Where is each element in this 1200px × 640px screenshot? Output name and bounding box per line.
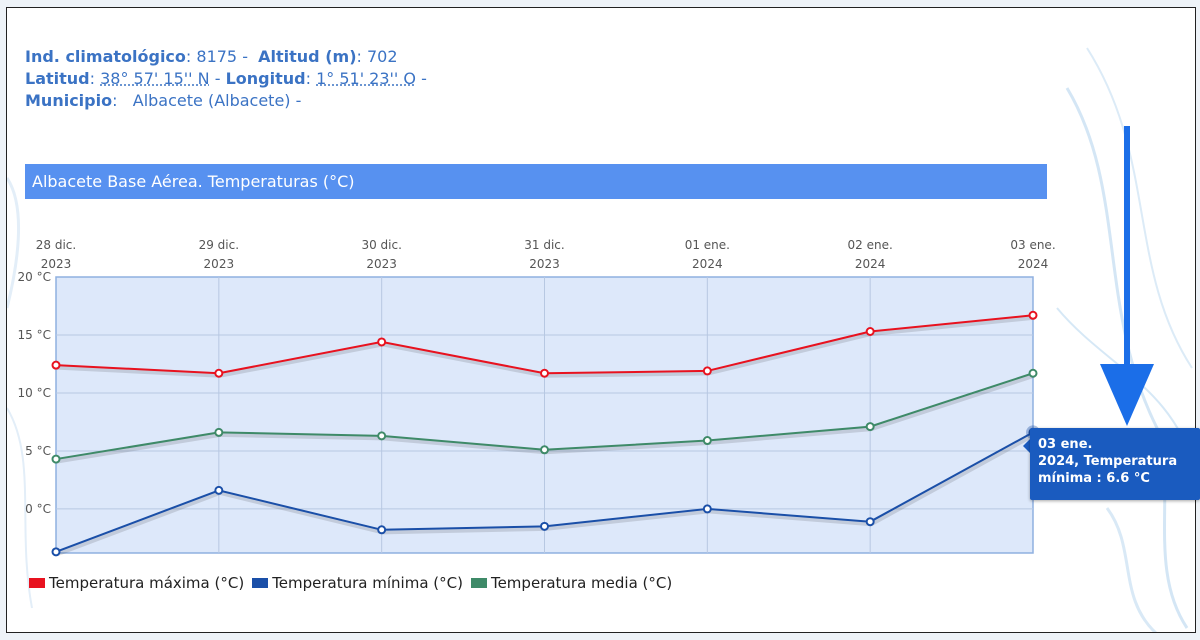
- data-point[interactable]: [377, 525, 387, 535]
- tooltip: 03 ene. 2024, Temperatura mínima : 6.6 °…: [1030, 428, 1200, 500]
- x-tick-label-year: 2023: [529, 257, 560, 271]
- x-tick-label-day: 29 dic.: [199, 238, 239, 252]
- tooltip-line-1: 03 ene.: [1038, 437, 1093, 452]
- x-axis: 28 dic. 2023 29 dic. 2023 30 dic. 2023 31 dic.…: [36, 238, 1056, 271]
- data-point[interactable]: [702, 436, 712, 446]
- tooltip-line-2: 2024, Temperatura: [1038, 454, 1178, 469]
- y-axis: 20 °C 15 °C 10 °C 5 °C 0 °C: [18, 270, 51, 516]
- altitude-label: Altitud (m): [258, 47, 357, 66]
- latitude-label: Latitud: [25, 69, 90, 88]
- arrow-down-icon: [1100, 126, 1154, 426]
- station-line-1: Ind. climatológico: 8175 - Altitud (m): …: [25, 47, 398, 66]
- y-tick-label: 5 °C: [25, 444, 51, 458]
- tooltip-pointer: [1023, 438, 1031, 454]
- x-tick-label-day: 02 ene.: [848, 238, 893, 252]
- temperature-chart: 20 °C 15 °C 10 °C 5 °C 0 °C 28 dic. 2023 29 di…: [18, 238, 1056, 557]
- data-point[interactable]: [540, 521, 549, 531]
- legend-label-max: Temperatura máxima (°C): [49, 574, 245, 592]
- x-tick-label-year: 2024: [692, 257, 723, 271]
- x-tick-label-year: 2024: [1018, 257, 1049, 271]
- x-tick-label-year: 2023: [41, 257, 72, 271]
- data-point[interactable]: [865, 422, 875, 432]
- legend-item-mean[interactable]: Temperatura media (°C): [470, 574, 673, 592]
- y-tick-label: 15 °C: [18, 328, 51, 342]
- climate-index-label: Ind. climatológico: [25, 47, 186, 66]
- data-point[interactable]: [702, 366, 712, 376]
- data-point[interactable]: [51, 454, 61, 464]
- data-point[interactable]: [214, 485, 224, 495]
- data-point[interactable]: [51, 360, 61, 370]
- longitude-label: Longitud: [225, 69, 306, 88]
- x-tick-label-day: 30 dic.: [361, 238, 401, 252]
- data-point[interactable]: [377, 431, 387, 441]
- altitude-value: 702: [366, 47, 398, 66]
- legend-swatch-mean: [470, 578, 487, 588]
- y-tick-label: 0 °C: [25, 502, 51, 516]
- y-tick-label: 20 °C: [18, 270, 51, 284]
- longitude-value[interactable]: 1° 51' 23'' O: [316, 69, 417, 88]
- x-tick-label-day: 28 dic.: [36, 238, 76, 252]
- x-tick-label-year: 2024: [855, 257, 886, 271]
- data-point[interactable]: [1028, 310, 1038, 320]
- data-point[interactable]: [540, 368, 549, 378]
- data-point[interactable]: [702, 504, 712, 514]
- x-tick-label-year: 2023: [204, 257, 235, 271]
- legend-swatch-min: [252, 578, 269, 588]
- data-point[interactable]: [51, 547, 61, 557]
- data-point[interactable]: [377, 337, 387, 347]
- latitude-value[interactable]: 38° 57' 15'' N: [100, 69, 210, 88]
- x-tick-label-day: 31 dic.: [524, 238, 564, 252]
- background-decoration: [7, 47, 1195, 632]
- legend-item-min[interactable]: Temperatura mínima (°C): [252, 574, 463, 592]
- x-tick-label-day: 01 ene.: [685, 238, 730, 252]
- x-tick-label-day: 03 ene.: [1010, 238, 1055, 252]
- legend-label-min: Temperatura mínima (°C): [272, 574, 463, 592]
- data-point[interactable]: [214, 368, 224, 378]
- data-point[interactable]: [214, 427, 224, 437]
- page-frame: Ind. climatológico: 8175 - Altitud (m): …: [6, 7, 1196, 633]
- data-point[interactable]: [540, 445, 549, 455]
- station-line-2: Latitud: 38° 57' 15'' N - Longitud: 1° 5…: [25, 69, 427, 88]
- y-tick-label: 10 °C: [18, 386, 51, 400]
- legend-label-mean: Temperatura media (°C): [490, 574, 673, 592]
- series-group: [51, 310, 1040, 557]
- tooltip-line-3: mínima : 6.6 °C: [1038, 471, 1150, 486]
- data-point[interactable]: [865, 517, 875, 527]
- x-tick-label-year: 2023: [366, 257, 397, 271]
- station-info: Ind. climatológico: 8175 - Altitud (m): …: [25, 46, 427, 112]
- data-point[interactable]: [865, 327, 875, 337]
- municipality-value: Albacete (Albacete): [132, 91, 291, 110]
- chart-title: Albacete Base Aérea. Temperaturas (°C): [32, 172, 355, 191]
- legend: Temperatura máxima (°C) Temperatura míni…: [29, 574, 672, 592]
- municipality-label: Municipio: [25, 91, 113, 110]
- data-point[interactable]: [1028, 368, 1038, 378]
- legend-item-max[interactable]: Temperatura máxima (°C): [29, 574, 244, 592]
- chart-title-bar: Albacete Base Aérea. Temperaturas (°C): [25, 164, 1047, 199]
- climate-index-value: 8175: [196, 47, 238, 66]
- legend-swatch-max: [29, 578, 45, 588]
- station-line-3: Municipio: Albacete (Albacete) -: [25, 91, 302, 110]
